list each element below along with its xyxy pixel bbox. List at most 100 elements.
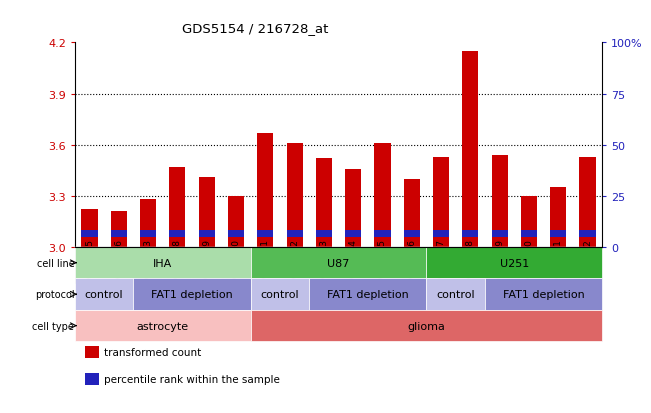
Text: cell line: cell line — [36, 258, 74, 268]
Bar — [397, 247, 426, 284]
Text: GSM997193: GSM997193 — [320, 238, 328, 293]
Text: FAT1 depletion: FAT1 depletion — [327, 290, 409, 299]
Bar — [309, 247, 339, 284]
Text: IHA: IHA — [153, 258, 173, 268]
Bar — [169, 230, 186, 237]
Text: GSM997201: GSM997201 — [554, 238, 562, 293]
Bar — [81, 210, 98, 247]
Text: GSM997198: GSM997198 — [466, 238, 475, 293]
Bar — [286, 230, 303, 237]
Text: percentile rank within the sample: percentile rank within the sample — [104, 375, 280, 385]
Bar — [433, 157, 449, 247]
Bar — [462, 52, 478, 247]
Text: transformed count: transformed count — [104, 347, 201, 357]
Text: GSM997200: GSM997200 — [525, 238, 533, 293]
Bar — [316, 230, 332, 237]
Text: GSM997202: GSM997202 — [583, 238, 592, 293]
Bar — [169, 168, 186, 247]
Bar — [426, 247, 602, 279]
Text: cell type: cell type — [33, 321, 74, 331]
Text: protocol: protocol — [35, 290, 74, 299]
Bar — [345, 230, 361, 237]
Bar — [485, 247, 514, 284]
Bar — [81, 230, 98, 237]
Text: GSM997188: GSM997188 — [173, 238, 182, 293]
Bar — [228, 230, 244, 237]
Text: FAT1 depletion: FAT1 depletion — [503, 290, 585, 299]
Text: FAT1 depletion: FAT1 depletion — [151, 290, 233, 299]
Bar — [251, 247, 426, 279]
Bar — [579, 230, 596, 237]
Text: GSM997175: GSM997175 — [85, 238, 94, 293]
Bar — [426, 247, 456, 284]
Bar — [374, 144, 391, 247]
Bar — [257, 133, 273, 247]
Bar — [521, 197, 537, 247]
Bar — [316, 159, 332, 247]
Bar — [75, 310, 251, 342]
Text: GSM997197: GSM997197 — [437, 238, 445, 293]
Text: GSM997189: GSM997189 — [202, 238, 211, 293]
Bar — [199, 178, 215, 247]
Bar — [75, 247, 251, 279]
Bar — [286, 144, 303, 247]
Bar — [280, 247, 309, 284]
Bar — [345, 169, 361, 247]
Text: GSM997183: GSM997183 — [144, 238, 152, 293]
Bar — [163, 247, 192, 284]
Bar — [309, 279, 426, 310]
Bar — [339, 247, 368, 284]
Bar — [368, 247, 397, 284]
Bar — [374, 230, 391, 237]
Text: GSM997191: GSM997191 — [261, 238, 270, 293]
Bar — [579, 157, 596, 247]
Text: GSM997195: GSM997195 — [378, 238, 387, 293]
Bar — [550, 230, 566, 237]
Bar — [514, 247, 544, 284]
Bar — [228, 197, 244, 247]
Bar — [75, 279, 133, 310]
Text: control: control — [260, 290, 299, 299]
Bar — [257, 230, 273, 237]
Bar — [573, 247, 602, 284]
Bar — [251, 247, 280, 284]
Bar — [462, 230, 478, 237]
Bar — [456, 247, 485, 284]
Bar — [521, 230, 537, 237]
Bar — [199, 230, 215, 237]
Bar — [192, 247, 221, 284]
Bar — [133, 279, 251, 310]
Text: GSM997199: GSM997199 — [495, 238, 504, 293]
Bar — [550, 188, 566, 247]
Bar — [140, 200, 156, 247]
Bar — [404, 179, 420, 247]
Text: control: control — [85, 290, 124, 299]
Text: U251: U251 — [500, 258, 529, 268]
Bar — [251, 310, 602, 342]
Bar — [111, 212, 127, 247]
Bar — [104, 247, 133, 284]
Bar — [404, 230, 420, 237]
Bar — [133, 247, 163, 284]
Bar — [221, 247, 251, 284]
Bar — [433, 230, 449, 237]
Text: GSM997190: GSM997190 — [232, 238, 240, 293]
Bar — [111, 230, 127, 237]
Text: U87: U87 — [327, 258, 350, 268]
Text: GSM997196: GSM997196 — [408, 238, 416, 293]
Bar — [75, 247, 104, 284]
Bar — [85, 346, 98, 358]
Bar — [492, 230, 508, 237]
Bar — [140, 230, 156, 237]
Text: GSM997176: GSM997176 — [115, 238, 123, 293]
Text: control: control — [436, 290, 475, 299]
Text: GDS5154 / 216728_at: GDS5154 / 216728_at — [182, 22, 329, 35]
Bar — [251, 279, 309, 310]
Bar — [492, 156, 508, 247]
Text: astrocyte: astrocyte — [137, 321, 189, 331]
Text: GSM997194: GSM997194 — [349, 238, 357, 293]
Text: GSM997192: GSM997192 — [290, 238, 299, 293]
Bar — [85, 373, 98, 385]
Bar — [544, 247, 573, 284]
Bar — [426, 279, 485, 310]
